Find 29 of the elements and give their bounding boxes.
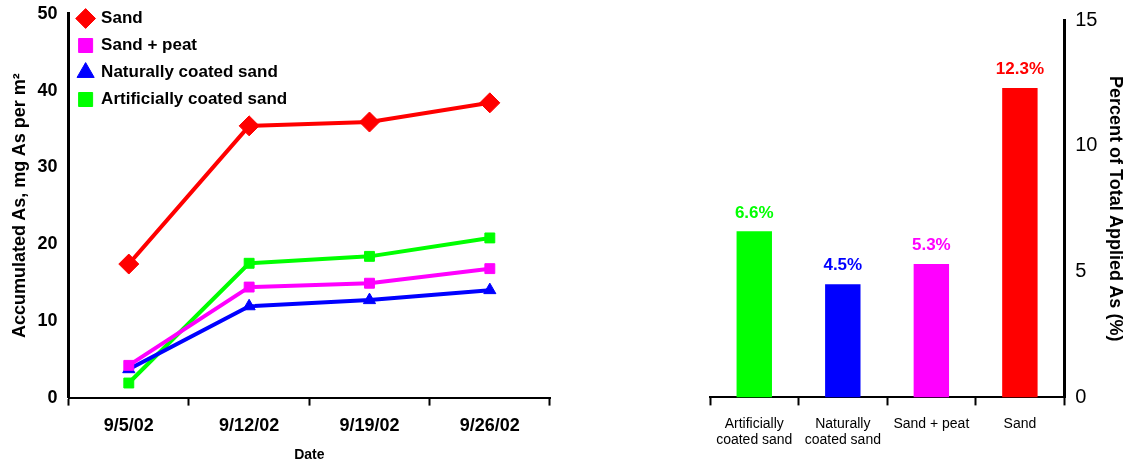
- x-tick-label: Sand + peat: [893, 414, 970, 431]
- data-label: 5.3%: [911, 235, 951, 255]
- y-tick-label: 30: [37, 156, 58, 177]
- x-tick-label: Artificially coated sand: [716, 414, 793, 448]
- legend-label: Sand: [101, 8, 143, 28]
- legend-label: Artificially coated sand: [101, 89, 288, 109]
- y-tick-label: 0: [47, 386, 58, 407]
- y-tick-label: 40: [37, 79, 58, 100]
- x-tick-label: Naturally coated sand: [804, 414, 881, 448]
- y2-axis-title: Percent of Total Applied As (%): [1106, 76, 1127, 342]
- x-tick-label: 9/26/02: [459, 415, 520, 436]
- data-label: 4.5%: [823, 255, 863, 275]
- x-axis-title: Date: [294, 446, 325, 463]
- x-tick-label: Sand: [1003, 414, 1037, 431]
- y-tick-label: 10: [37, 309, 58, 330]
- y-axis-title: Accumulated As, mg As per m²: [8, 73, 29, 339]
- legend-label: Sand + peat: [101, 35, 198, 55]
- y2-tick-label: 15: [1075, 7, 1098, 30]
- data-label: 12.3%: [995, 59, 1044, 79]
- y2-tick-label: 5: [1075, 259, 1087, 282]
- legend-label: Naturally coated sand: [101, 62, 278, 82]
- x-tick-label: 9/19/02: [339, 415, 400, 436]
- data-label: 6.6%: [734, 202, 774, 222]
- y2-tick-label: 10: [1075, 133, 1098, 156]
- y2-tick-label: 0: [1075, 384, 1087, 407]
- x-tick-label: 9/5/02: [103, 415, 154, 436]
- x-tick-label: 9/12/02: [219, 415, 280, 436]
- y-tick-label: 50: [37, 2, 58, 23]
- y-tick-label: 20: [37, 233, 58, 254]
